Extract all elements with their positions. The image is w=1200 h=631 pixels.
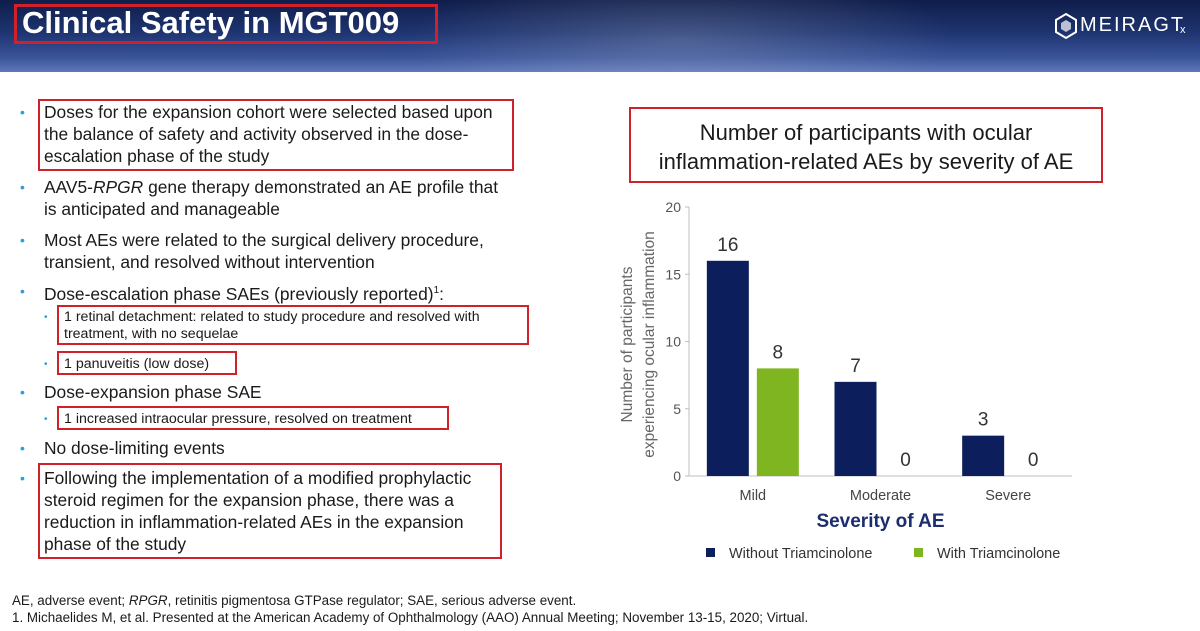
logo-text: MEIRAGT: [1080, 14, 1186, 36]
bullet-item: • No dose-limiting events: [20, 438, 225, 458]
legend-swatch: [914, 548, 923, 557]
sub-bullet-item: • 1 retinal detachment: related to study …: [44, 309, 480, 342]
highlight-box: [57, 406, 449, 430]
bullet-item: • Following the implementation of a modif…: [20, 468, 472, 554]
bullet-marker-icon: •: [20, 179, 25, 195]
chart-title-line: Number of participants with ocular: [699, 120, 1033, 145]
y-tick-label: 5: [673, 401, 681, 417]
y-tick-label: 0: [673, 468, 681, 484]
bullet-marker-icon: •: [44, 312, 48, 323]
data-label: 3: [978, 410, 989, 431]
x-tick-label: Moderate: [850, 488, 911, 504]
sub-bullet-item: • 1 increased intraocular pressure, resol…: [44, 411, 412, 427]
legend-label: With Triamcinolone: [937, 546, 1061, 562]
bar: [706, 260, 749, 476]
data-label: 8: [773, 342, 784, 363]
x-axis-title: Severity of AE: [816, 511, 944, 532]
bullet-item: • AAV5-RPGR gene therapy demonstrated an …: [20, 177, 499, 219]
bullet-item: • Doses for the expansion cohort were sel…: [20, 102, 493, 166]
bullet-marker-icon: •: [20, 104, 25, 120]
bar: [834, 381, 877, 476]
bullet-marker-icon: •: [20, 440, 25, 456]
data-label: 0: [900, 450, 911, 471]
sub-bullet-item: • 1 panuveitis (low dose): [44, 356, 210, 372]
bullet-marker-icon: •: [44, 359, 48, 370]
legend-item-without: Without Triamcinolone: [706, 546, 872, 562]
meiragtx-logo-icon: [1055, 12, 1077, 40]
data-label: 7: [850, 356, 861, 377]
legend-swatch: [706, 548, 715, 557]
bullet-marker-icon: •: [20, 283, 25, 299]
chart-title: Number of participants with ocular infla…: [629, 118, 1103, 176]
bar: [962, 435, 1005, 476]
y-axis-title-line: experiencing ocular inflammation: [641, 231, 658, 458]
bullet-item: • Most AEs were related to the surgical d…: [20, 230, 484, 272]
footnote-abbreviations: AE, adverse event; RPGR, retinitis pigme…: [12, 593, 577, 608]
chart-title-line: inflammation-related AEs by severity of …: [658, 149, 1074, 174]
highlight-box: [38, 463, 502, 559]
legend-item-with: With Triamcinolone: [914, 546, 1060, 562]
bullet-item: • Dose-escalation phase SAEs (previously …: [20, 280, 444, 305]
chart-title-highlight-box: [629, 107, 1103, 183]
logo-subscript: x: [1180, 24, 1186, 36]
header-sheen: [380, 0, 980, 72]
footnote-reference: 1. Michaelides M, et al. Presented at th…: [12, 610, 809, 625]
page-title: Clinical Safety in MGT009: [22, 5, 400, 40]
header-banner: [0, 0, 1200, 72]
bullet-marker-icon: •: [20, 384, 25, 400]
title-highlight-box: [14, 4, 438, 44]
y-tick-label: 15: [665, 266, 681, 282]
data-label: 16: [717, 235, 738, 256]
data-label: 0: [1028, 450, 1039, 471]
bullet-marker-icon: •: [44, 414, 48, 425]
bullet-item: • Dose-expansion phase SAE: [20, 382, 262, 402]
bar: [756, 368, 799, 476]
x-tick-label: Severe: [985, 488, 1031, 504]
legend-label: Without Triamcinolone: [729, 546, 873, 562]
y-axis-title-line: Number of participants: [619, 266, 636, 422]
x-tick-label: Mild: [740, 488, 767, 504]
highlight-box: [57, 305, 529, 345]
bullet-marker-icon: •: [20, 470, 25, 486]
bullet-marker-icon: •: [20, 232, 25, 248]
y-tick-label: 20: [665, 199, 681, 215]
highlight-box: [38, 99, 514, 171]
y-tick-label: 10: [665, 334, 681, 350]
highlight-box: [57, 351, 237, 375]
